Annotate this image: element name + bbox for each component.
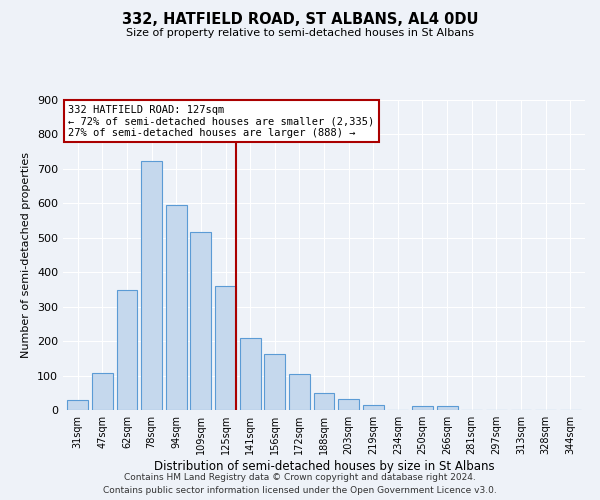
Bar xyxy=(437,406,458,410)
X-axis label: Distribution of semi-detached houses by size in St Albans: Distribution of semi-detached houses by … xyxy=(154,460,494,473)
Bar xyxy=(363,405,384,410)
Text: Size of property relative to semi-detached houses in St Albans: Size of property relative to semi-detach… xyxy=(126,28,474,38)
Bar xyxy=(92,373,113,410)
Bar xyxy=(289,374,310,410)
Bar xyxy=(116,290,137,410)
Text: Contains public sector information licensed under the Open Government Licence v3: Contains public sector information licen… xyxy=(103,486,497,495)
Text: Contains HM Land Registry data © Crown copyright and database right 2024.: Contains HM Land Registry data © Crown c… xyxy=(124,474,476,482)
Bar xyxy=(190,232,211,410)
Bar xyxy=(166,206,187,410)
Y-axis label: Number of semi-detached properties: Number of semi-detached properties xyxy=(22,152,31,358)
Bar xyxy=(264,354,285,410)
Bar xyxy=(215,286,236,410)
Bar xyxy=(338,398,359,410)
Bar xyxy=(67,400,88,410)
Text: 332 HATFIELD ROAD: 127sqm
← 72% of semi-detached houses are smaller (2,335)
27% : 332 HATFIELD ROAD: 127sqm ← 72% of semi-… xyxy=(68,104,374,138)
Bar xyxy=(314,393,334,410)
Bar xyxy=(141,160,162,410)
Bar xyxy=(239,338,260,410)
Text: 332, HATFIELD ROAD, ST ALBANS, AL4 0DU: 332, HATFIELD ROAD, ST ALBANS, AL4 0DU xyxy=(122,12,478,28)
Bar xyxy=(412,406,433,410)
